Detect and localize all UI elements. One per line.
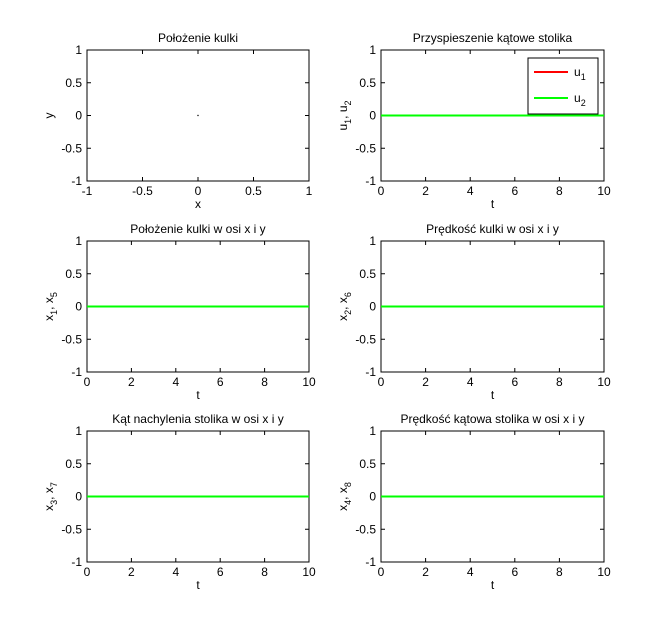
legend-entry: u2 [574, 91, 586, 108]
y-tick-label: -0.5 [355, 332, 376, 346]
y-tick-label: -1 [71, 174, 82, 188]
x-tick-label: 0.5 [245, 184, 262, 198]
x-tick-label: 0 [84, 565, 91, 579]
x-tick-label: 8 [556, 565, 563, 579]
subplot-4: 0 2 4 6 8 10 -1 -0.5 0 0.5 1 Prędkość kulki w osi x… [336, 222, 611, 402]
y-tick-label: -1 [365, 174, 376, 188]
y-axis-label: u1, u2 [336, 100, 353, 130]
x-axis-label: x [195, 197, 201, 211]
legend-entry: u1 [574, 65, 586, 82]
x-axis-label: t [196, 578, 200, 592]
subplot-title: Przyspieszenie kątowe stolika [413, 31, 573, 45]
subplot-2: 0 2 4 6 8 10 -1 -0.5 0 0.5 1 Przyspieszenie kątowe … [336, 31, 611, 211]
x-tick-label: 2 [128, 565, 135, 579]
x-axis-label: t [491, 578, 495, 592]
y-tick-label: 0.5 [65, 76, 82, 90]
y-tick-label: -0.5 [355, 522, 376, 536]
x-tick-label: 2 [422, 375, 429, 389]
x-tick-label: -1 [82, 184, 93, 198]
subplot-title: Prędkość kątowa stolika w osi x i y [400, 412, 584, 426]
x-tick-label: 10 [302, 565, 316, 579]
y-tick-label: 0 [75, 300, 82, 314]
legend: u1 u2 [527, 57, 599, 115]
y-axis-label: x1, x5 [42, 292, 59, 321]
y-tick-label: 0.5 [359, 457, 376, 471]
y-tick-label: 0.5 [65, 457, 82, 471]
y-tick-label: -0.5 [61, 522, 82, 536]
y-tick-label: 0 [75, 490, 82, 504]
y-tick-label: 0 [369, 300, 376, 314]
y-tick-label: -0.5 [355, 141, 376, 155]
y-tick-label: 1 [369, 234, 376, 248]
y-tick-label: 0.5 [359, 267, 376, 281]
y-tick-label: 0.5 [65, 267, 82, 281]
x-axis-label: t [491, 197, 495, 211]
x-tick-label: 6 [511, 184, 518, 198]
subplot-1: -1 -0.5 0 0.5 1 -1 -0.5 0 0.5 1 Położenie kulki x y [42, 31, 313, 211]
y-axis-label: x3, x7 [42, 482, 59, 511]
y-tick-label: 0 [75, 109, 82, 123]
x-axis-label: t [196, 388, 200, 402]
subplot-5: 0 2 4 6 8 10 -1 -0.5 0 0.5 1 Kąt nachylenia stolika… [42, 412, 316, 592]
y-axis-label: x4, x8 [336, 482, 353, 511]
x-tick-label: -0.5 [132, 184, 153, 198]
x-tick-label: 8 [261, 565, 268, 579]
x-tick-label: 10 [597, 565, 611, 579]
x-tick-label: 0 [378, 565, 385, 579]
subplot-title: Położenie kulki w osi x i y [130, 222, 265, 236]
subplot-6: 0 2 4 6 8 10 -1 -0.5 0 0.5 1 Prędkość kątowa stolik… [336, 412, 611, 592]
x-tick-label: 6 [511, 375, 518, 389]
y-tick-label: 0.5 [359, 76, 376, 90]
x-tick-label: 4 [467, 375, 474, 389]
subplot-title: Kąt nachylenia stolika w osi x i y [112, 412, 283, 426]
x-axis-label: t [491, 388, 495, 402]
x-tick-label: 10 [302, 375, 316, 389]
y-tick-label: -1 [365, 555, 376, 569]
x-tick-label: 8 [261, 375, 268, 389]
subplot-3: 0 2 4 6 8 10 -1 -0.5 0 0.5 1 Położenie kulki w osi … [42, 222, 316, 402]
subplot-title: Prędkość kulki w osi x i y [426, 222, 559, 236]
y-tick-label: 1 [75, 234, 82, 248]
x-tick-label: 2 [422, 184, 429, 198]
x-tick-label: 10 [597, 184, 611, 198]
x-tick-label: 0 [378, 375, 385, 389]
subplot-title: Położenie kulki [158, 31, 238, 45]
y-tick-label: -0.5 [61, 332, 82, 346]
x-tick-label: 4 [467, 565, 474, 579]
x-tick-label: 2 [422, 565, 429, 579]
x-tick-label: 2 [128, 375, 135, 389]
x-tick-label: 6 [511, 565, 518, 579]
x-tick-label: 0 [378, 184, 385, 198]
x-tick-label: 0 [84, 375, 91, 389]
y-tick-label: 0 [369, 109, 376, 123]
x-tick-label: 4 [172, 565, 179, 579]
y-tick-label: 1 [369, 43, 376, 57]
x-tick-label: 1 [306, 184, 313, 198]
x-tick-label: 4 [172, 375, 179, 389]
y-tick-label: -1 [71, 365, 82, 379]
x-tick-label: 4 [467, 184, 474, 198]
y-axis-label: x2, x6 [336, 292, 353, 321]
data-point [197, 114, 199, 117]
x-tick-label: 10 [597, 375, 611, 389]
x-tick-label: 8 [556, 184, 563, 198]
y-tick-label: 0 [369, 490, 376, 504]
y-tick-label: -1 [365, 365, 376, 379]
y-tick-label: 1 [75, 43, 82, 57]
y-tick-label: 1 [75, 424, 82, 438]
x-tick-label: 8 [556, 375, 563, 389]
y-tick-label: 1 [369, 424, 376, 438]
x-tick-label: 6 [217, 565, 224, 579]
y-axis-label: y [42, 113, 56, 119]
y-tick-label: -1 [71, 555, 82, 569]
y-tick-label: -0.5 [61, 141, 82, 155]
x-tick-label: 0 [195, 184, 202, 198]
x-tick-label: 6 [217, 375, 224, 389]
legend-box [527, 57, 599, 115]
